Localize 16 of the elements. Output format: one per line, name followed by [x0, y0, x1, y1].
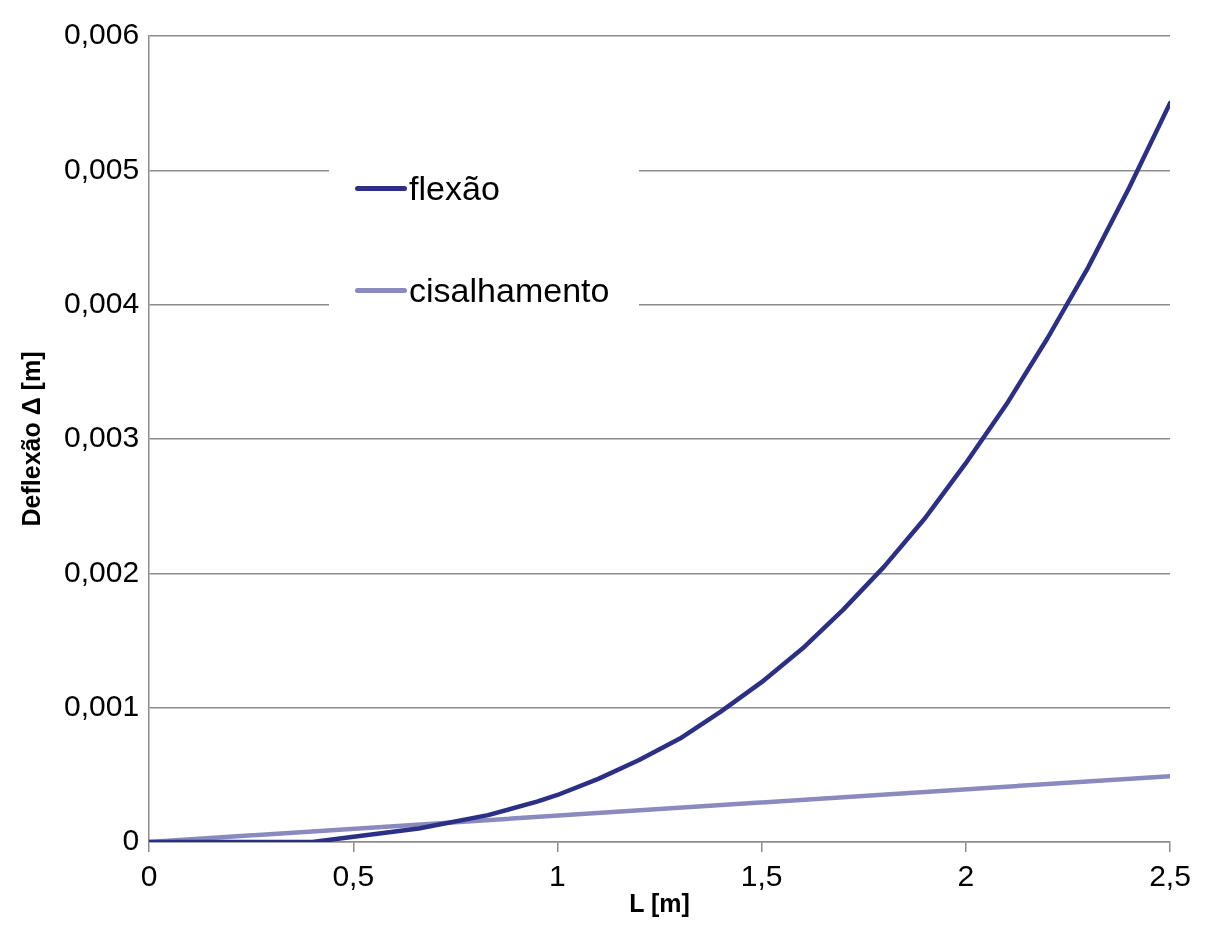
x-tick-label: 1,5 — [740, 859, 783, 893]
y-tick-label: 0,004 — [64, 285, 140, 319]
x-tick-label: 1 — [549, 859, 566, 893]
y-tick-label: 0,003 — [64, 420, 140, 454]
y-tick-label: 0,002 — [64, 554, 140, 588]
x-tick-label: 2 — [957, 859, 975, 893]
y-axis-title: Deflexão Δ [m] — [16, 351, 45, 527]
legend-label: flexão — [409, 168, 500, 208]
x-tick-label: 2,5 — [1149, 859, 1191, 893]
y-tick-label: 0 — [122, 823, 140, 857]
legend-label: cisalhamento — [409, 270, 610, 310]
y-tick-label: 0,005 — [64, 151, 140, 185]
x-tick-label: 0,5 — [332, 859, 375, 893]
x-axis-title: L [m] — [629, 888, 690, 917]
y-tick-label: 0,001 — [64, 688, 140, 722]
y-tick-label: 0,006 — [64, 17, 140, 51]
